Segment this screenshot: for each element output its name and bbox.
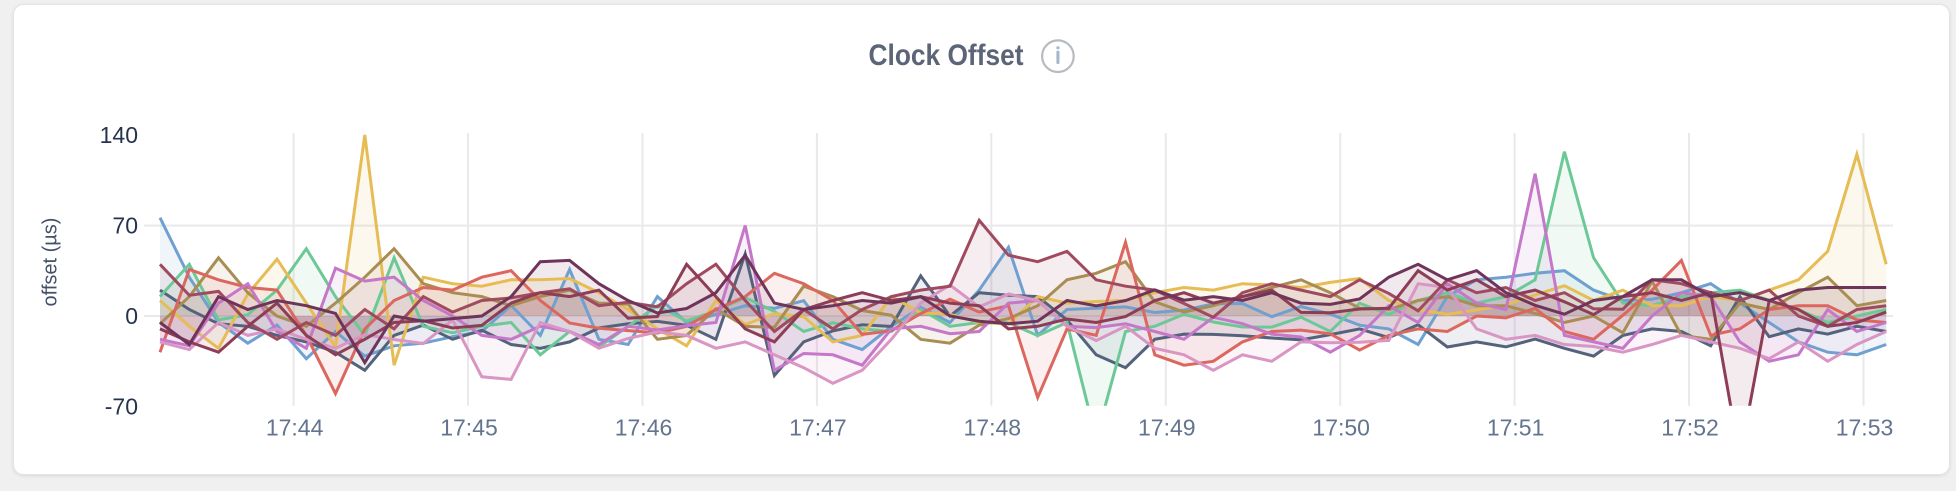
svg-text:70: 70 xyxy=(112,213,138,239)
svg-text:0: 0 xyxy=(125,303,138,329)
svg-text:17:48: 17:48 xyxy=(964,415,1022,441)
svg-text:17:46: 17:46 xyxy=(615,415,673,441)
svg-text:offset (µs): offset (µs) xyxy=(40,218,62,307)
svg-text:17:45: 17:45 xyxy=(440,415,498,441)
svg-text:140: 140 xyxy=(100,122,138,148)
svg-text:17:52: 17:52 xyxy=(1661,415,1719,441)
svg-text:17:51: 17:51 xyxy=(1487,415,1545,441)
svg-text:17:49: 17:49 xyxy=(1138,415,1196,441)
svg-text:17:44: 17:44 xyxy=(266,415,324,441)
svg-text:-70: -70 xyxy=(105,394,138,420)
svg-text:17:47: 17:47 xyxy=(789,415,847,441)
svg-text:17:50: 17:50 xyxy=(1312,415,1370,441)
svg-text:17:53: 17:53 xyxy=(1836,415,1894,441)
svg-text:Clock Offset: Clock Offset xyxy=(869,39,1024,72)
